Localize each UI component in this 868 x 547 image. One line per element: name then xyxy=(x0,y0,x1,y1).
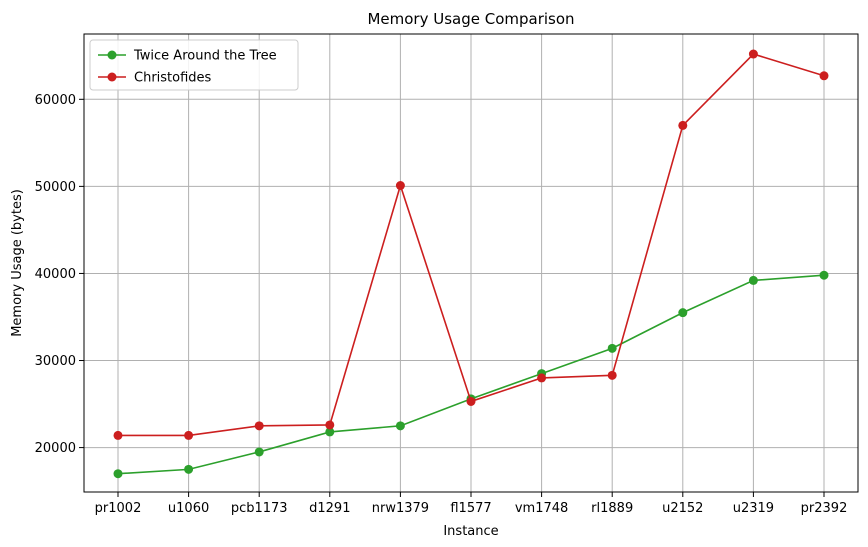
legend-label: Twice Around the Tree xyxy=(133,49,277,64)
data-point xyxy=(607,370,617,380)
data-point xyxy=(254,447,264,457)
data-point xyxy=(819,71,829,81)
data-point xyxy=(678,308,688,318)
data-point xyxy=(537,373,547,383)
data-point xyxy=(748,49,758,59)
legend-box xyxy=(89,39,299,91)
x-tick-label: u1060 xyxy=(168,501,209,516)
series-layer xyxy=(113,49,829,479)
legend-marker xyxy=(107,72,117,82)
y-tick-label: 30000 xyxy=(35,354,76,369)
legend: Twice Around the Tree Christofides xyxy=(89,39,299,91)
grid xyxy=(84,34,858,492)
data-point xyxy=(607,343,617,353)
data-point xyxy=(254,421,264,431)
x-axis-label: Instance xyxy=(443,524,498,539)
legend-item: Christofides xyxy=(98,71,212,86)
x-tick-label: nrw1379 xyxy=(372,501,429,516)
data-point xyxy=(748,275,758,285)
y-tick-label: 60000 xyxy=(35,93,76,108)
data-point xyxy=(184,430,194,440)
legend-item: Twice Around the Tree xyxy=(98,49,277,64)
data-point xyxy=(395,421,405,431)
data-point xyxy=(395,181,405,191)
legend-label: Christofides xyxy=(134,71,212,86)
x-tick-label: d1291 xyxy=(309,501,350,516)
series-2 xyxy=(113,49,829,440)
y-tick-label: 20000 xyxy=(35,441,76,456)
y-tick-label: 50000 xyxy=(35,180,76,195)
y-axis: 20000 30000 40000 50000 60000 xyxy=(35,93,84,456)
data-point xyxy=(466,396,476,406)
x-tick-label: rl1889 xyxy=(591,501,633,516)
x-axis: pr1002 u1060 pcb1173 d1291 nrw1379 fl1577 vm17… xyxy=(95,492,848,516)
x-tick-label: vm1748 xyxy=(515,501,568,516)
legend-marker xyxy=(107,50,117,60)
x-tick-label: u2152 xyxy=(662,501,703,516)
y-tick-label: 40000 xyxy=(35,267,76,282)
x-tick-label: pr1002 xyxy=(95,501,142,516)
data-point xyxy=(113,469,123,479)
data-point xyxy=(325,427,335,437)
data-point xyxy=(325,420,335,430)
y-axis-label: Memory Usage (bytes) xyxy=(10,189,25,337)
data-point xyxy=(113,430,123,440)
data-point xyxy=(819,270,829,280)
data-point xyxy=(184,464,194,474)
x-tick-label: pr2392 xyxy=(801,501,848,516)
x-tick-label: fl1577 xyxy=(450,501,491,516)
x-tick-label: u2319 xyxy=(733,501,774,516)
chart-title: Memory Usage Comparison xyxy=(367,10,574,28)
data-point xyxy=(678,120,688,130)
x-tick-label: pcb1173 xyxy=(231,501,288,516)
